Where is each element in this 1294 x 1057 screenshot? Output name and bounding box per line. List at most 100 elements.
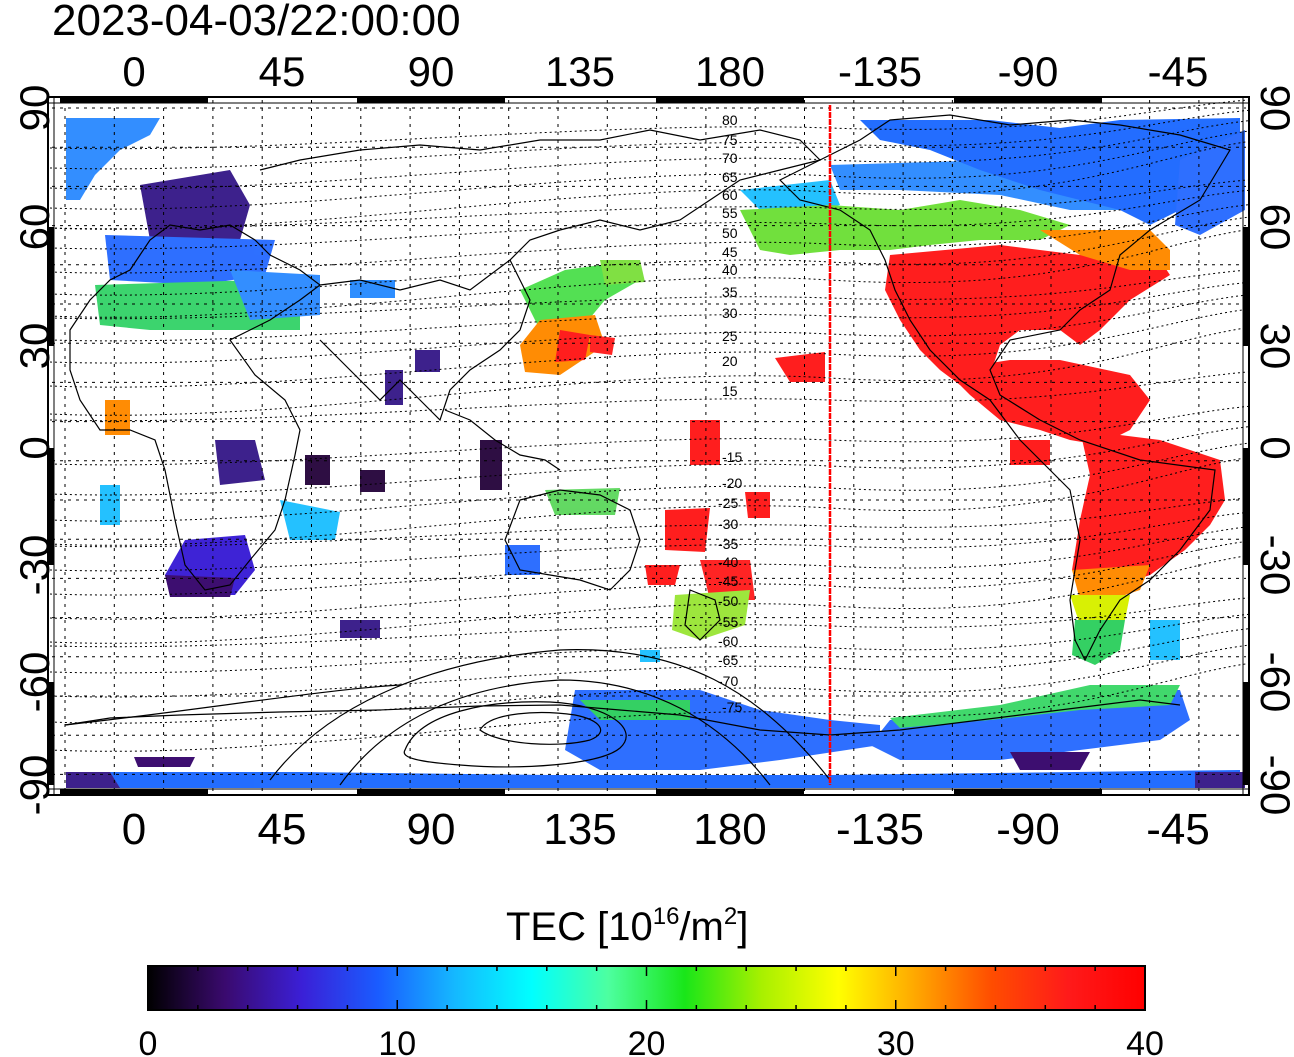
magnetic-contour-label: -20 [722, 475, 742, 491]
magnetic-contour-label: 45 [722, 244, 738, 260]
magnetic-contour-label: 65 [722, 169, 738, 185]
magnetic-dotted-contour [49, 269, 1249, 320]
left-lat-label: -60 [11, 652, 58, 713]
left-lat-label: -30 [11, 535, 58, 596]
magnetic-contour-label: -65 [718, 652, 738, 668]
tec-patch [134, 757, 195, 767]
bottom-lon-label: -45 [1146, 805, 1210, 854]
tec-patch [600, 260, 645, 285]
tec-patch [340, 620, 380, 638]
right-lat-label: -60 [1252, 652, 1294, 713]
magnetic-contour-layer [64, 649, 831, 786]
magnetic-contour-label: -15 [722, 449, 742, 465]
tec-patch [66, 772, 120, 788]
magnetic-contour [64, 684, 401, 726]
tec-patch [1150, 620, 1180, 660]
colorbar-title-close: ] [737, 905, 749, 949]
magnetic-dotted-contour [49, 663, 1249, 752]
colorbar-ticks [147, 966, 1146, 1010]
magnetic-contour-label: 35 [722, 284, 738, 300]
axis-edge-mark [1243, 448, 1249, 565]
magnetic-contour-label: -40 [718, 554, 738, 570]
magnetic-contour-label: -50 [718, 593, 738, 609]
axis-edge-mark [357, 789, 505, 795]
right-lat-label: -30 [1252, 535, 1294, 596]
axis-edge-mark [954, 97, 1102, 103]
magnetic-dotted-contour [49, 526, 1249, 596]
magnetic-dotted-contour [49, 141, 1249, 230]
tec-patch [140, 170, 250, 240]
tec-patch [740, 200, 1070, 255]
magnetic-contour-label: -70 [718, 673, 738, 689]
top-lon-label: -45 [1148, 48, 1209, 95]
right-lat-label: -90 [1252, 755, 1294, 816]
tec-patch [1195, 772, 1245, 788]
right-lat-label: 0 [1252, 436, 1294, 459]
axis-edge-mark [656, 789, 804, 795]
axis-edge-mark [48, 448, 54, 565]
magnetic-dotted-contours [49, 99, 1249, 752]
left-lat-label: 0 [11, 436, 58, 459]
magnetic-contour-label: 75 [722, 132, 738, 148]
tec-patch [665, 508, 710, 552]
tec-patch [100, 485, 120, 525]
magnetic-dotted-contour [49, 327, 1249, 416]
tec-patch [1072, 620, 1125, 665]
top-lon-label: 90 [408, 48, 455, 95]
tec-patch [66, 770, 1240, 788]
axis-edge-marks [47, 96, 1250, 796]
magnetic-contour-label: -45 [718, 573, 738, 589]
timestamp-title: 2023-04-03/22:00:00 [52, 0, 461, 45]
axis-edge-mark [954, 789, 1102, 795]
magnetic-contour [403, 701, 627, 768]
bottom-lon-label: 90 [407, 805, 456, 854]
tec-patch [480, 440, 502, 490]
magnetic-dotted-contour [49, 540, 1249, 620]
magnetic-contour-labels: 80 75 70 65 60 55 50 45 40 35 30 25 20 15 -15 -20 -25 -30… [718, 112, 742, 715]
colorbar-tick-label: 40 [1126, 1025, 1164, 1057]
magnetic-contour-label: -75 [722, 699, 742, 715]
coastline [684, 589, 721, 641]
bottom-lon-label: -135 [836, 805, 924, 854]
magnetic-contour-label: 25 [722, 328, 738, 344]
right-lat-label: 90 [1252, 85, 1294, 132]
magnetic-dotted-contour [49, 426, 1249, 496]
coastline [504, 489, 641, 591]
magnetic-dotted-contour [49, 120, 1249, 190]
tec-patch [775, 352, 825, 382]
magnetic-dotted-contour [49, 189, 1249, 250]
tec-patch [360, 470, 385, 492]
colorbar-title-unit-exponent: 2 [723, 903, 738, 930]
tec-patch [885, 245, 1170, 385]
axis-edge-band [1242, 96, 1250, 796]
magnetic-dotted-contour [49, 109, 1249, 170]
colorbar-tick-label: 30 [877, 1025, 915, 1057]
magnetic-dotted-contour [49, 281, 1249, 342]
tec-patch [415, 350, 440, 372]
tec-patch [385, 370, 403, 405]
right-lat-label: 30 [1252, 323, 1294, 370]
magnetic-contour-label: 15 [722, 383, 738, 399]
magnetic-contour-label: -60 [718, 633, 738, 649]
magnetic-contour-label: -25 [718, 495, 738, 511]
colorbar-title-text: TEC [10 [506, 905, 653, 949]
bottom-lon-label: 135 [543, 805, 616, 854]
magnetic-contour [479, 712, 602, 745]
tec-patch [640, 650, 660, 662]
top-lon-label: 135 [545, 48, 615, 95]
tec-patch [1072, 565, 1150, 600]
axis-edge-mark [48, 227, 54, 346]
magnetic-dotted-contour [49, 555, 1249, 644]
magnetic-dotted-contour [49, 442, 1249, 522]
axis-edge-mark [60, 789, 208, 795]
magnetic-contour-label: 50 [722, 225, 738, 241]
magnetic-dotted-contour [49, 179, 1249, 230]
tec-patch [280, 500, 340, 540]
left-lat-label: -90 [11, 755, 58, 816]
axis-edge-mark [656, 97, 804, 103]
magnetic-dotted-contour [49, 294, 1249, 364]
axis-edge-mark [60, 97, 208, 103]
magnetic-dotted-contour [49, 644, 1249, 724]
